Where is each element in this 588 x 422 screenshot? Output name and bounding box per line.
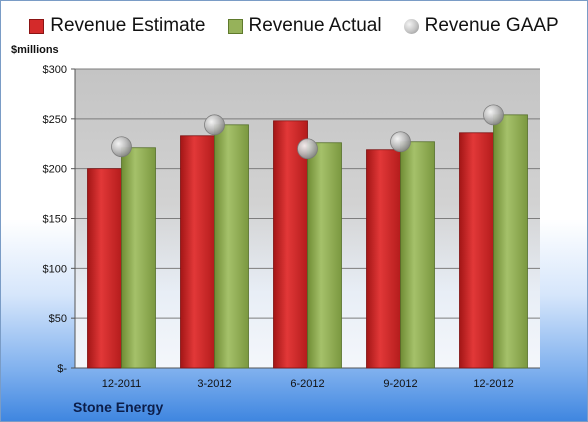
legend-item-actual: Revenue Actual — [227, 15, 382, 37]
point-revenue-gaap-6-2012 — [297, 138, 318, 160]
bar-revenue-estimate-12-2012 — [459, 132, 494, 369]
bar-revenue-estimate-12-2011 — [87, 168, 122, 369]
bar-revenue-estimate-3-2012 — [180, 135, 215, 369]
x-tick-label: 9-2012 — [383, 378, 417, 390]
legend-label-estimate: Revenue Estimate — [50, 15, 206, 36]
point-revenue-gaap-12-2011 — [111, 136, 132, 158]
y-tick-label: $100 — [43, 263, 67, 275]
bar-revenue-actual-9-2012 — [400, 141, 435, 369]
legend-swatch-gaap — [403, 18, 419, 34]
point-revenue-gaap-3-2012 — [204, 114, 225, 136]
legend-label-actual: Revenue Actual — [248, 15, 382, 36]
point-revenue-gaap-12-2012 — [483, 104, 504, 126]
point-revenue-gaap-9-2012 — [390, 131, 411, 153]
legend-swatch-actual — [227, 18, 243, 34]
x-tick-label: 3-2012 — [197, 378, 231, 390]
legend: Revenue Estimate Revenue Actual Revenue … — [1, 15, 587, 37]
company-name: Stone Energy — [73, 399, 164, 415]
y-tick-label: $200 — [43, 164, 67, 176]
bar-revenue-actual-6-2012 — [307, 142, 342, 369]
y-tick-label: $300 — [43, 64, 67, 76]
x-tick-label: 6-2012 — [290, 378, 324, 390]
y-axis-unit-label: $millions — [11, 44, 59, 56]
bar-revenue-actual-12-2012 — [493, 114, 528, 369]
y-tick-label: $- — [57, 363, 67, 375]
y-tick-label: $50 — [49, 313, 67, 325]
y-tick-label: $150 — [43, 214, 67, 226]
x-tick-label: 12-2011 — [102, 378, 142, 390]
bar-revenue-estimate-6-2012 — [273, 120, 308, 369]
legend-label-gaap: Revenue GAAP — [424, 15, 559, 36]
bar-revenue-actual-3-2012 — [214, 124, 249, 369]
legend-item-estimate: Revenue Estimate — [29, 15, 206, 37]
legend-item-gaap: Revenue GAAP — [403, 15, 559, 37]
bar-revenue-estimate-9-2012 — [366, 149, 401, 369]
legend-swatch-estimate — [29, 18, 45, 34]
y-tick-label: $250 — [43, 114, 67, 126]
bar-revenue-actual-12-2011 — [121, 147, 156, 369]
x-tick-label: 12-2012 — [473, 378, 513, 390]
